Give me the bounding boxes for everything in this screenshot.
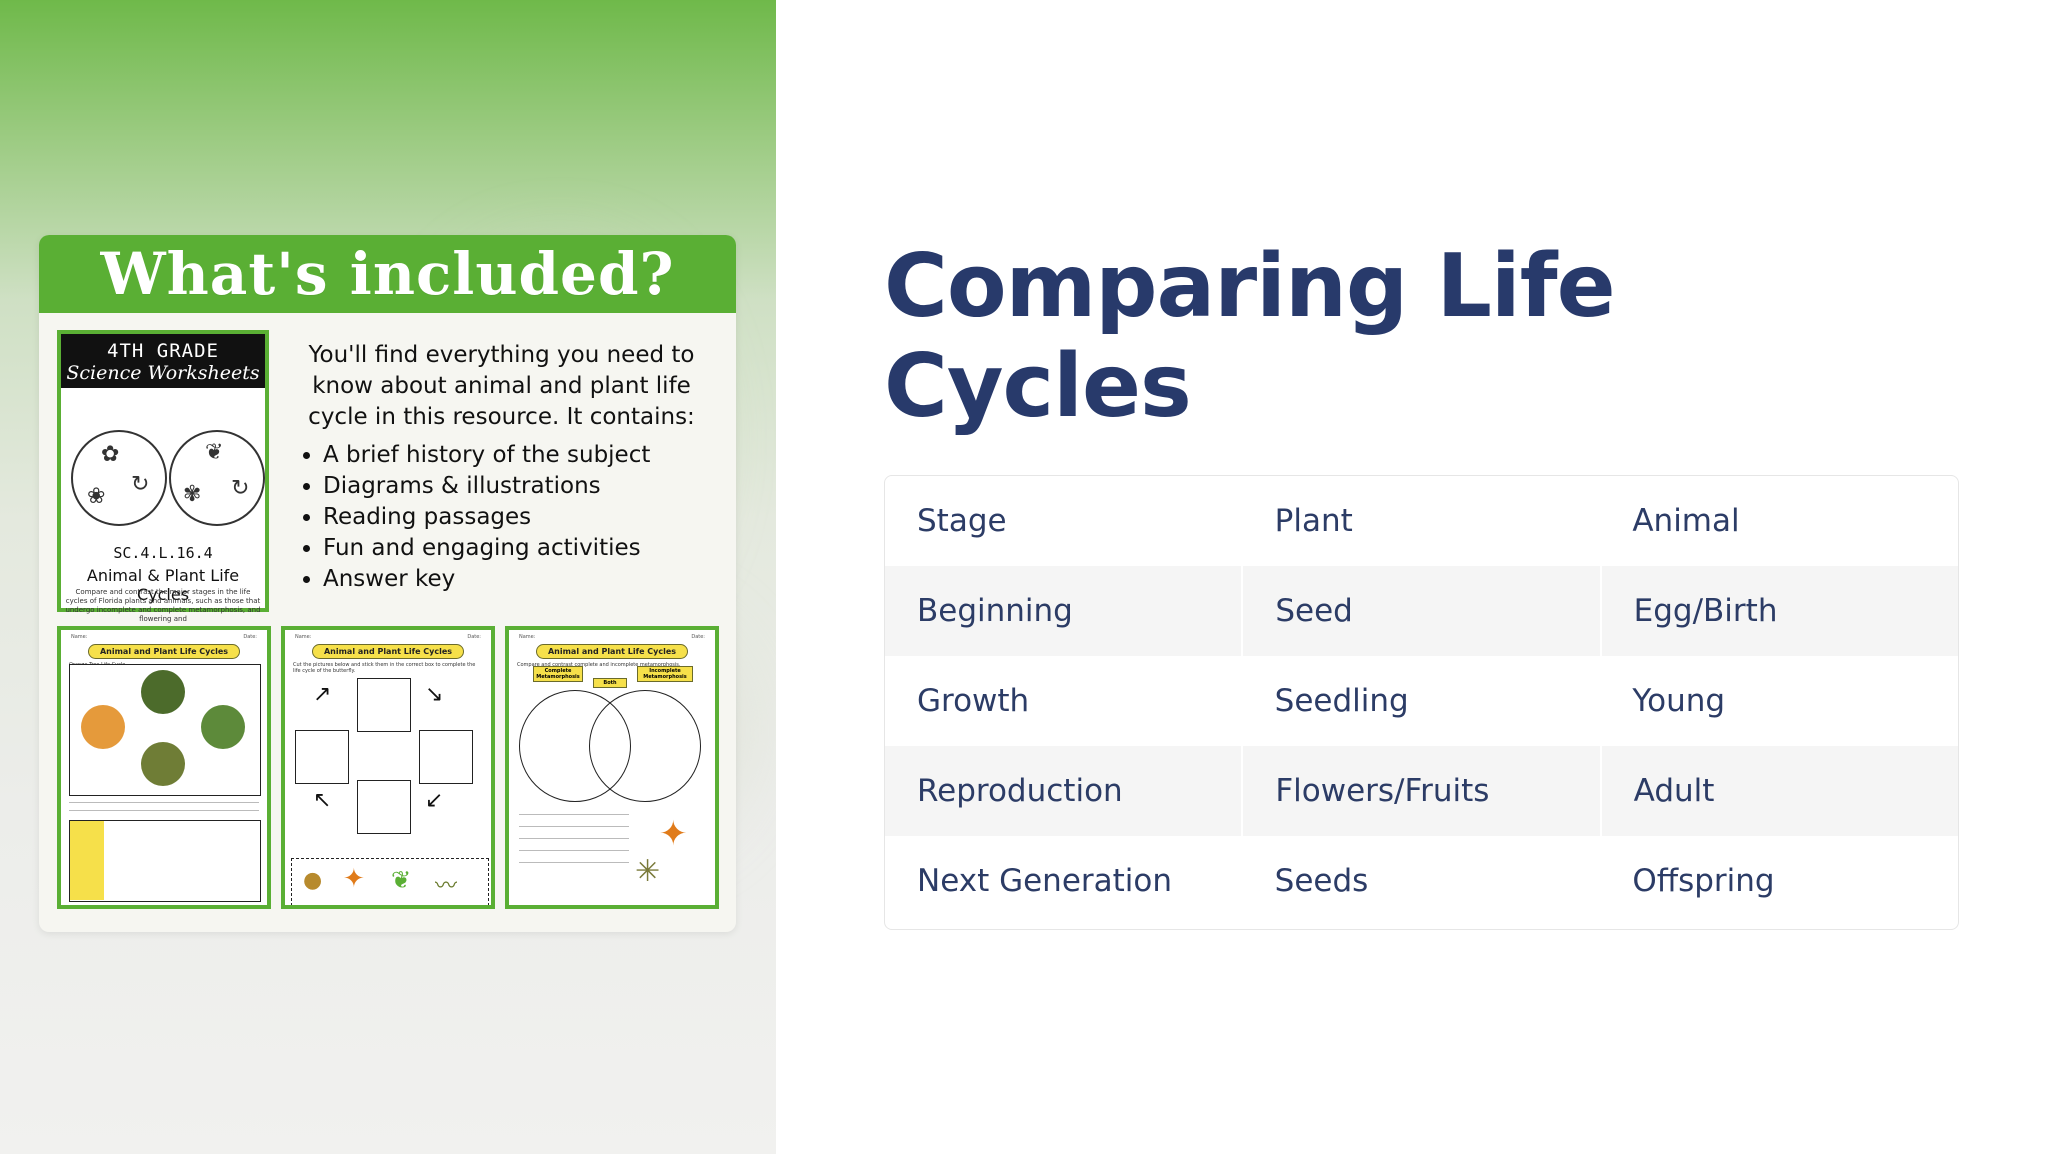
- tag-incomplete: Incomplete Metamorphosis: [637, 666, 693, 682]
- table-row: Next Generation Seeds Offspring: [885, 836, 1958, 926]
- table-cell: Next Generation: [917, 863, 1173, 899]
- cutout-strip: [291, 858, 489, 905]
- worksheet-title: Animal and Plant Life Cycles: [536, 644, 688, 659]
- column-header: Animal: [1632, 503, 1740, 539]
- cover-grade: 4TH GRADE: [107, 340, 219, 362]
- table-cell: Growth: [917, 683, 1030, 719]
- juvenile-photo: [201, 705, 245, 749]
- cut-box-bottom: [357, 780, 411, 834]
- table-row: Growth Seedling Young: [885, 656, 1958, 746]
- promo-intro: You'll find everything you need to know …: [308, 342, 695, 430]
- bullet-item: Reading passages: [323, 502, 650, 533]
- bullet-item: Fun and engaging activities: [323, 533, 650, 564]
- table-cell: Reproduction: [917, 773, 1123, 809]
- date-label: Date:: [691, 634, 705, 640]
- plant-cycle-illustration: ❦ ↻ ✾: [169, 430, 265, 526]
- caterpillar-icon: 〰: [435, 874, 458, 899]
- cover-standard-code: SC.4.L.16.4: [113, 544, 213, 562]
- tag-both: Both: [593, 678, 627, 688]
- table-cell: Egg/Birth: [1599, 566, 1958, 656]
- seedling-photo: [141, 670, 185, 714]
- column-header: Plant: [1274, 503, 1353, 539]
- promo-card: What's included? 4TH GRADE Science Works…: [39, 235, 736, 932]
- promo-bullet-list: A brief history of the subject Diagrams …: [301, 440, 650, 595]
- seed-photo: [81, 705, 125, 749]
- cover-subtitle: Science Worksheets: [66, 362, 260, 384]
- worksheet-title: Animal and Plant Life Cycles: [312, 644, 464, 659]
- tag-complete: Complete Metamorphosis: [533, 666, 583, 682]
- worksheet-cover: 4TH GRADE Science Worksheets ✿ ↻ ❀ ❦ ↻ ✾ SC.…: [57, 330, 269, 623]
- venn-circle-right: [589, 690, 701, 802]
- column-header: Stage: [917, 503, 1007, 539]
- table-cell: Seeds: [1274, 863, 1369, 899]
- page-title: Comparing Life Cycles: [884, 235, 1616, 437]
- name-label: Name:: [295, 634, 312, 640]
- butterfly-icon: ✦: [343, 864, 365, 894]
- leaf-egg-icon: ❦: [391, 866, 412, 894]
- table-cell: Offspring: [1632, 863, 1775, 899]
- table-cell: Young: [1632, 683, 1726, 719]
- bullet-item: A brief history of the subject: [323, 440, 650, 471]
- life-cycle-table: Stage Plant Animal Beginning Seed Egg/Bi…: [884, 475, 1959, 930]
- worksheet-preview-butterfly: Name: Date: Animal and Plant Life Cycles…: [281, 626, 495, 909]
- cut-box-top: [357, 678, 411, 732]
- promo-background: What's included? 4TH GRADE Science Works…: [0, 0, 776, 1154]
- worksheet-subtitle: Compare and contrast complete and incomp…: [517, 662, 681, 668]
- cover-title: Animal & Plant Life Cycles: [86, 566, 240, 604]
- chrysalis-icon: ●: [303, 868, 323, 893]
- table-cell: Flowers/Fruits: [1241, 746, 1599, 836]
- name-label: Name:: [519, 634, 536, 640]
- date-label: Date:: [467, 634, 481, 640]
- name-label: Name:: [71, 634, 88, 640]
- table-cell: Seed: [1241, 566, 1599, 656]
- promo-header: What's included?: [39, 235, 736, 313]
- cut-box-left: [295, 730, 349, 784]
- date-label: Date:: [243, 634, 257, 640]
- butterfly-icon: ✦: [659, 814, 688, 854]
- grasshopper-icon: ✳: [635, 854, 661, 889]
- animal-cycle-illustration: ✿ ↻ ❀: [71, 430, 167, 526]
- table-cell: Adult: [1599, 746, 1958, 836]
- table-row: Reproduction Flowers/Fruits Adult: [885, 746, 1958, 836]
- cover-description: Compare and contrast the major stages in…: [65, 588, 261, 623]
- table-cell: Seedling: [1274, 683, 1409, 719]
- worksheet-preview-venn: Name: Date: Animal and Plant Life Cycles…: [505, 626, 719, 909]
- table-header-row: Stage Plant Animal: [885, 476, 1958, 566]
- cut-box-right: [419, 730, 473, 784]
- worksheet-title: Animal and Plant Life Cycles: [88, 644, 240, 659]
- cover-band: 4TH GRADE Science Worksheets: [61, 334, 265, 388]
- mature-photo: [141, 742, 185, 786]
- worksheet-subtitle: Cut the pictures below and stick them in…: [293, 662, 476, 674]
- table-cell: Beginning: [917, 593, 1073, 629]
- table-row: Beginning Seed Egg/Birth: [885, 566, 1958, 656]
- bullet-item: Diagrams & illustrations: [323, 471, 650, 502]
- worksheet-preview-orange-tree: Name: Date: Animal and Plant Life Cycles…: [57, 626, 271, 909]
- bullet-item: Answer key: [323, 564, 650, 595]
